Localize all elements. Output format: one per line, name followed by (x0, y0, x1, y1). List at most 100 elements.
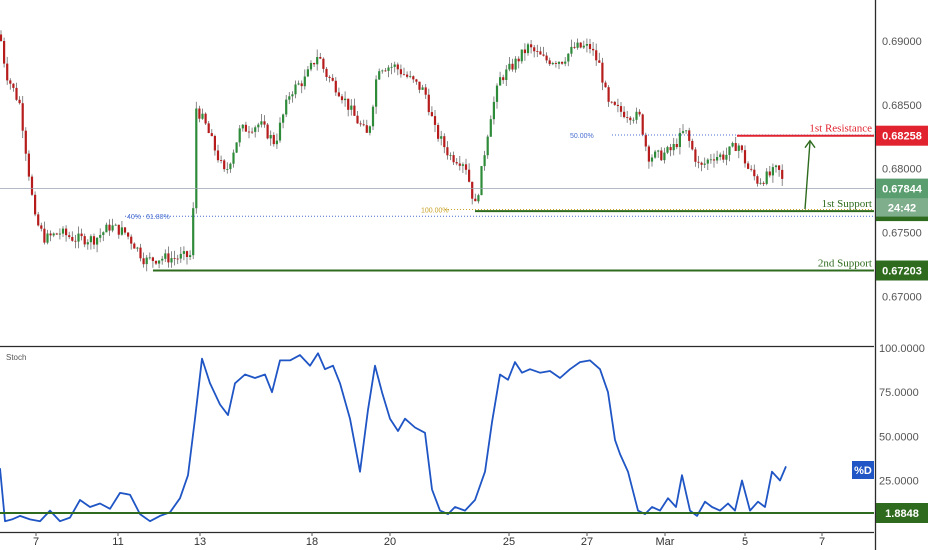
candle-body (678, 132, 681, 147)
candle-body (52, 233, 55, 236)
candle-body (133, 243, 136, 249)
candle-body (37, 214, 40, 226)
candle-body (511, 63, 514, 70)
time-tick-label: 13 (194, 536, 206, 548)
candle-body (3, 41, 6, 64)
candle-body (254, 127, 257, 132)
candle-body (390, 66, 393, 68)
candle-body (226, 169, 229, 170)
candle-body (409, 76, 412, 77)
arrow-shaft (804, 141, 811, 210)
candle-body (127, 232, 130, 237)
candle-body (201, 113, 204, 119)
candle-body (347, 98, 350, 110)
candle-body (6, 63, 9, 81)
candle-body (461, 164, 464, 166)
candle-body (579, 42, 582, 48)
candle-body (666, 147, 669, 153)
candle-body (300, 83, 303, 87)
candle-body (344, 98, 347, 101)
candle-body (471, 181, 474, 199)
time-tick-label: 7 (819, 536, 825, 548)
candle-body (499, 77, 502, 86)
candle-body (263, 121, 266, 125)
price-tick-label: 0.69000 (882, 36, 922, 48)
candle-body (762, 182, 765, 184)
candle-body (616, 104, 619, 106)
time-tick-label: 27 (581, 536, 593, 548)
candle-body (77, 233, 80, 242)
candle-body (393, 64, 396, 67)
candle-body (700, 162, 703, 165)
candle-body (325, 68, 328, 77)
candle-body (781, 169, 784, 179)
candle-body (675, 144, 678, 148)
candle-body (582, 45, 585, 48)
candle-body (706, 159, 709, 164)
candle-body (548, 60, 551, 65)
price-tick-label: 0.68000 (882, 164, 922, 176)
candle-body (24, 130, 27, 154)
candle-body (238, 128, 241, 143)
candle-body (316, 57, 319, 65)
candle-body (635, 111, 638, 120)
candle-body (362, 124, 365, 126)
candle-body (229, 163, 232, 170)
candle-body (768, 171, 771, 176)
candle-body (468, 169, 471, 182)
candle-body (619, 106, 623, 112)
candle-body (697, 161, 700, 163)
candle-body (437, 125, 440, 139)
candle-body (170, 258, 173, 263)
candle-body (492, 101, 495, 120)
time-tick-label: 18 (306, 536, 318, 548)
stoch-tick-label: 25.0000 (879, 476, 919, 488)
candle-body (418, 81, 421, 90)
candle-body (65, 228, 68, 236)
candle-body (86, 242, 89, 245)
candle-body (356, 115, 359, 124)
level-badge-text: 0.67203 (882, 266, 922, 278)
candle-body (446, 147, 449, 156)
candle-body (30, 176, 34, 195)
candle-body (61, 228, 65, 234)
price-tick-label: 0.68500 (882, 100, 922, 112)
candle-body (161, 258, 164, 261)
candle-body (92, 236, 96, 245)
candle-body (198, 108, 201, 119)
candle-body (771, 167, 774, 176)
candle-body (650, 157, 654, 162)
candle-body (114, 224, 117, 226)
time-tick-label: 25 (503, 536, 515, 548)
candle-body (610, 101, 613, 103)
axes: 0.69000 0.68500 0.68000 0.67500 0.67000 100.0… (33, 36, 928, 548)
level-label: 2nd Support (818, 258, 872, 270)
candle-body (669, 147, 672, 151)
candle-body (18, 99, 21, 104)
countdown-badge (876, 198, 928, 217)
candle-body (722, 154, 725, 160)
candle-body (604, 82, 607, 88)
candle-body (750, 168, 753, 170)
price-candles (0, 30, 784, 272)
candle-body (381, 70, 384, 72)
candle-body (567, 53, 570, 62)
candle-body (291, 94, 294, 97)
stoch-title: Stoch (6, 353, 26, 362)
candle-body (130, 236, 133, 244)
candle-body (737, 145, 740, 151)
candle-body (96, 237, 99, 245)
candle-body (207, 123, 210, 133)
candle-body (322, 58, 325, 69)
candle-body (719, 154, 722, 157)
candle-body (139, 247, 142, 259)
candle-body (644, 134, 647, 147)
candle-body (623, 111, 626, 118)
time-tick-label: Mar (656, 536, 675, 548)
candle-body (275, 140, 278, 145)
candle-body (384, 70, 387, 72)
candle-body (108, 224, 111, 231)
candle-body (412, 76, 415, 80)
candle-body (607, 87, 610, 102)
candle-body (359, 123, 362, 125)
